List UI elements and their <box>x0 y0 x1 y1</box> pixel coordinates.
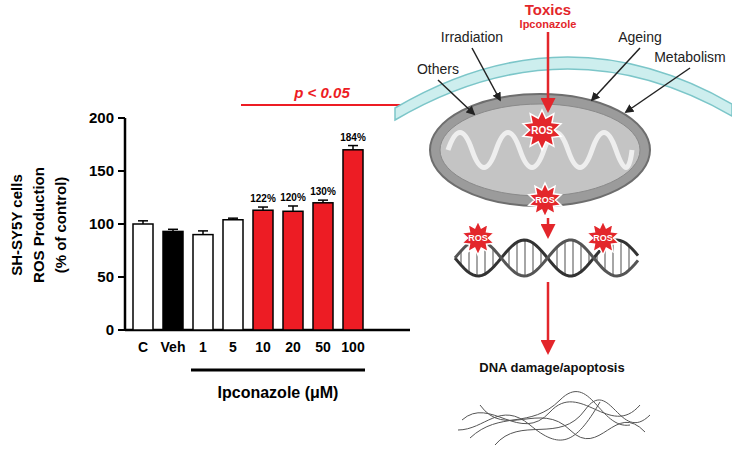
bar <box>223 220 243 330</box>
ros-label: ROS <box>535 195 555 205</box>
damage-arrow <box>547 282 550 352</box>
error-cap <box>348 145 358 147</box>
error-stem <box>292 206 294 211</box>
bar <box>253 210 273 330</box>
dna-rung <box>532 243 534 273</box>
dna-rung <box>564 241 566 274</box>
y-tick <box>118 170 125 172</box>
bars <box>133 146 363 330</box>
percent-label: 130% <box>310 186 336 197</box>
dna-rung <box>524 240 526 276</box>
y-axis-label: (% of control) <box>52 177 69 274</box>
error-bar <box>198 231 208 235</box>
percent-label: 184% <box>340 132 366 143</box>
significance-label: p < 0.05 <box>293 84 350 101</box>
ros-diagram: Irradiation Ageing Others Metabolism ToxicsI… <box>395 1 732 445</box>
dna-fragment <box>495 400 650 445</box>
source-arrow <box>472 48 500 100</box>
mitochondrion-inner <box>440 104 640 196</box>
figure: SH-SY5Y cells ROS Production (% of control… <box>0 0 732 450</box>
x-label-bracket <box>191 369 365 372</box>
ros-label: ROS <box>531 125 553 136</box>
dna-rung <box>580 244 582 271</box>
y-tick-label: 100 <box>89 215 114 232</box>
ros-burst: ROS <box>523 110 561 150</box>
error-cap <box>198 230 208 232</box>
y-tick-label: 0 <box>106 321 114 338</box>
toxics-arrow <box>547 32 550 110</box>
dna-rung <box>628 246 630 270</box>
error-cap <box>138 220 148 222</box>
dna-rung <box>556 247 558 269</box>
damaged-dna <box>458 392 650 445</box>
agent-label: Ipconazole <box>520 18 577 30</box>
source-label: Metabolism <box>654 49 726 65</box>
error-cap <box>258 206 268 208</box>
error-cap <box>228 217 238 219</box>
bar <box>343 150 363 330</box>
percent-label: 122% <box>250 193 276 204</box>
bar <box>133 224 153 330</box>
source-label: Irradiation <box>441 29 503 45</box>
y-tick-label: 150 <box>89 162 114 179</box>
x-tick-label: Veh <box>161 339 186 355</box>
toxics-label: Toxics <box>525 1 571 18</box>
source-label: Ageing <box>618 29 662 45</box>
error-bar <box>348 146 358 150</box>
y-tick <box>118 329 125 331</box>
x-tick-label: 20 <box>285 339 301 355</box>
dna-rung <box>572 240 574 276</box>
error-cap <box>288 205 298 207</box>
dna-fragment <box>480 405 645 439</box>
y-tick-label: 200 <box>89 109 114 126</box>
x-tick-label: 10 <box>255 339 271 355</box>
dna-rung <box>516 242 518 274</box>
error-bar <box>168 229 178 231</box>
percent-label: 120% <box>280 192 306 203</box>
x-tick-label: 100 <box>341 339 365 355</box>
bar <box>193 235 213 330</box>
dna-fragment <box>458 402 600 440</box>
error-bar <box>258 207 268 210</box>
ros-star <box>587 221 619 255</box>
source-arrow <box>626 68 690 112</box>
ros-label: ROS <box>593 233 613 243</box>
source-arrow <box>438 80 474 114</box>
y-tick <box>118 223 125 225</box>
x-tick-label: 1 <box>199 339 207 355</box>
bar-chart: SH-SY5Y cells ROS Production (% of control… <box>8 84 410 401</box>
bar <box>313 203 333 330</box>
ros-star <box>523 110 561 150</box>
ros-star <box>462 221 494 255</box>
dna-rung <box>620 241 622 276</box>
error-cap <box>168 229 178 231</box>
y-tick-label: 50 <box>97 268 114 285</box>
error-bar <box>138 221 148 224</box>
y-axis-label: SH-SY5Y cells <box>8 174 25 275</box>
error-bar <box>318 200 328 203</box>
ros-burst: ROS <box>462 221 494 255</box>
x-tick-label: 50 <box>315 339 331 355</box>
error-bar <box>288 206 298 211</box>
bar <box>283 211 303 330</box>
outcome-label: DNA damage/apoptosis <box>479 360 624 375</box>
source-arrow <box>592 48 640 100</box>
error-cap <box>318 199 328 201</box>
ros-burst: ROS <box>587 221 619 255</box>
y-tick <box>118 117 125 119</box>
dna-rung <box>492 248 494 267</box>
ros-arrow <box>547 218 550 236</box>
error-bar <box>228 218 238 220</box>
ros-label: ROS <box>468 233 488 243</box>
ros-burst: ROS <box>529 183 561 217</box>
y-axis-label: ROS Production <box>30 167 47 283</box>
x-tick-label: C <box>138 339 148 355</box>
x-tick-label: 5 <box>229 339 237 355</box>
y-tick <box>118 276 125 278</box>
bar <box>163 231 183 330</box>
x-axis-label: Ipconazole (μM) <box>218 384 339 401</box>
significance-line <box>241 104 403 106</box>
source-label: Others <box>417 61 459 77</box>
ros-star <box>529 183 561 217</box>
